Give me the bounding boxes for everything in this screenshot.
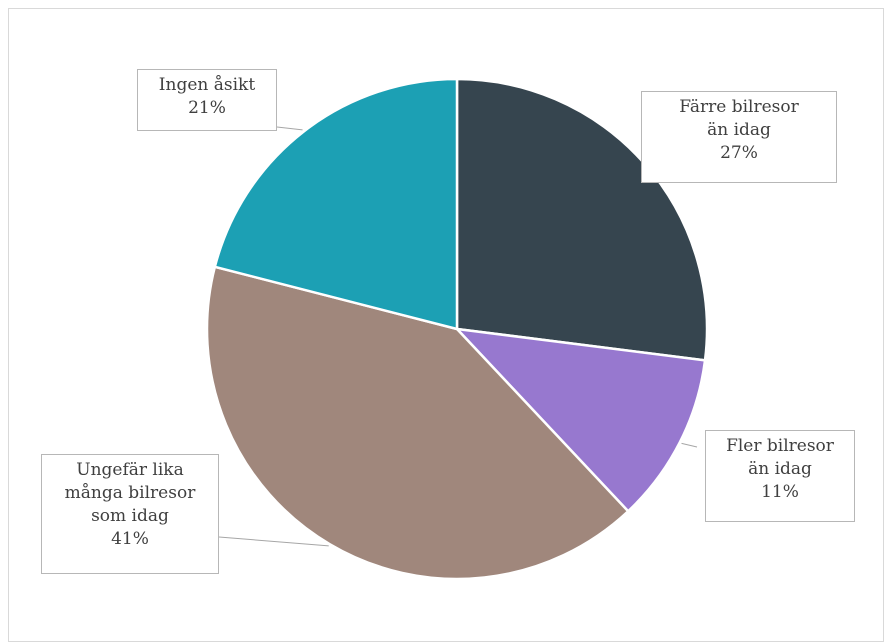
label-line: Fler bilresor — [726, 436, 834, 456]
data-label-farre-bilresor: Färre bilresor än idag 27% — [641, 91, 837, 183]
label-line: än idag — [748, 459, 812, 479]
pie-slices — [205, 77, 709, 581]
data-label-ungefar-lika: Ungefär lika många bilresor som idag 41% — [41, 454, 219, 574]
pie-slice-ungefar-lika — [205, 265, 630, 581]
label-line: Ingen åsikt — [158, 75, 256, 95]
label-line: Ungefär lika — [76, 460, 184, 480]
pie-slice-ingen-asikt — [213, 77, 459, 331]
label-line: än idag — [707, 120, 771, 140]
data-label-fler-bilresor: Fler bilresor än idag 11% — [705, 430, 855, 522]
label-line: som idag — [91, 506, 169, 526]
value-label: 21% — [188, 98, 226, 118]
value-label: 41% — [111, 529, 149, 549]
value-label: 27% — [720, 143, 758, 163]
data-label-ingen-asikt: Ingen åsikt 21% — [137, 69, 277, 131]
label-line: många bilresor — [64, 483, 196, 503]
leader-line-ungefar-lika — [218, 536, 329, 547]
leader-line-fler-bilresor — [681, 442, 698, 448]
value-label: 11% — [761, 482, 799, 502]
chart-area: Färre bilresor än idag 27% Fler bilresor… — [8, 8, 884, 642]
label-line: Färre bilresor — [679, 97, 799, 117]
leader-line-ingen-asikt — [276, 126, 303, 131]
pie-slice-fler-bilresor — [453, 327, 707, 514]
pie-chart — [205, 77, 709, 581]
